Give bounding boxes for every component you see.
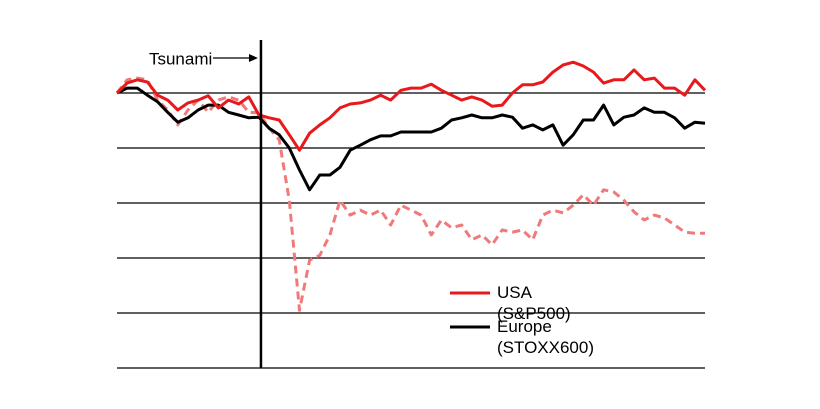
series-line <box>115 60 707 152</box>
legend-label: Europe (STOXX600) <box>497 317 595 357</box>
annotation-text: Tsunami <box>149 49 212 68</box>
arrow-head <box>248 54 258 62</box>
series-line <box>115 76 705 312</box>
series-line <box>116 86 706 192</box>
legend-label: USA (S&P500) <box>497 283 571 323</box>
